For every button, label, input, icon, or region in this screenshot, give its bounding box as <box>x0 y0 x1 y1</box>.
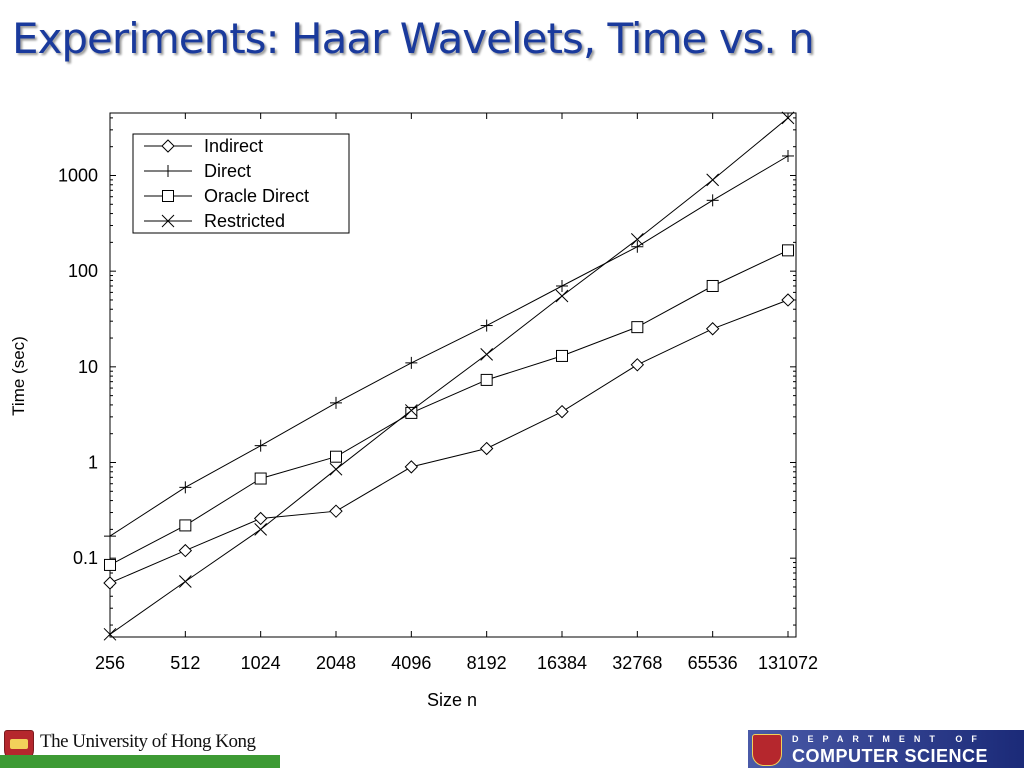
data-point-plus <box>254 439 267 452</box>
data-point-diamond <box>404 460 419 474</box>
x-tick-label: 65536 <box>688 653 738 673</box>
legend-entry-direct: Direct <box>144 161 251 181</box>
x-tick-label: 16384 <box>537 653 587 673</box>
y-tick-label: 1 <box>88 453 98 473</box>
data-point-cross <box>630 233 644 246</box>
data-point-cross <box>706 173 720 187</box>
data-point-diamond <box>103 576 117 590</box>
data-point-plus <box>782 149 794 162</box>
data-point-cross <box>254 523 268 536</box>
data-point-cross <box>781 111 795 125</box>
series-layer <box>103 111 795 641</box>
x-tick-label: 256 <box>95 653 125 673</box>
data-point-cross <box>329 462 343 476</box>
data-point-plus <box>631 240 644 253</box>
data-point-square <box>254 472 267 485</box>
y-tick-label: 0.1 <box>73 548 98 568</box>
slide-title: Experiments: Haar Wavelets, Time vs. n <box>12 14 815 63</box>
data-point-plus <box>330 396 342 409</box>
data-point-diamond <box>555 404 569 419</box>
series-line-oracle-direct <box>109 249 789 566</box>
series-restricted <box>103 111 795 641</box>
data-point-diamond <box>329 504 343 518</box>
series-line-indirect <box>109 299 789 584</box>
plot-frame <box>109 112 797 638</box>
data-point-cross <box>178 575 192 588</box>
data-point-square <box>480 373 493 386</box>
x-tick-label: 2048 <box>316 653 356 673</box>
y-axis-label: Time (sec) <box>9 336 28 416</box>
y-tick-label: 1000 <box>58 165 98 185</box>
department-name: COMPUTER SCIENCE <box>792 746 989 766</box>
data-point-plus <box>706 194 719 207</box>
data-point-plus <box>405 356 418 369</box>
data-point-plus <box>104 530 116 543</box>
data-point-plus <box>162 165 174 177</box>
data-point-plus <box>480 319 493 332</box>
data-point-square <box>330 450 342 463</box>
x-tick-label: 1024 <box>241 653 281 673</box>
data-point-plus <box>556 279 568 292</box>
x-axis-label: Size n <box>427 690 477 710</box>
data-point-square <box>104 558 116 571</box>
university-footer: The University of Hong Kong <box>0 728 280 768</box>
department-banner: DEPARTMENT OF COMPUTER SCIENCE <box>748 730 1024 768</box>
data-point-diamond <box>705 322 720 336</box>
series-indirect <box>103 293 795 590</box>
data-point-diamond <box>253 511 268 526</box>
legend-label: Indirect <box>204 136 263 156</box>
legend-label: Restricted <box>204 211 285 231</box>
data-point-square <box>782 244 794 257</box>
legend-entry-indirect: Indirect <box>144 136 263 156</box>
x-tick-label: 512 <box>170 653 200 673</box>
data-point-diamond <box>630 358 645 372</box>
data-point-cross <box>103 627 117 641</box>
time-vs-n-chart: 256 512 1024 2048 4096 8192 16384 32768 65536 131… <box>9 111 818 710</box>
data-point-cross <box>480 348 494 361</box>
data-point-square <box>631 321 644 334</box>
legend: Indirect Direct Oracle Direct Restricted <box>132 133 350 234</box>
series-oracle-direct <box>104 244 794 571</box>
data-point-cross <box>555 289 569 303</box>
data-point-square <box>405 406 418 419</box>
data-point-diamond <box>479 441 494 456</box>
data-point-square <box>179 519 192 532</box>
series-line-direct <box>109 155 789 537</box>
y-tick-label: 10 <box>78 357 98 377</box>
data-point-cross <box>404 404 418 417</box>
data-point-square <box>162 190 174 202</box>
series-line-restricted <box>109 117 789 635</box>
university-green-bar <box>0 755 280 768</box>
x-tick-label: 4096 <box>391 653 431 673</box>
legend-entry-oracle-direct: Oracle Direct <box>144 186 309 206</box>
department-label: DEPARTMENT OF <box>792 734 986 744</box>
legend-label: Oracle Direct <box>204 186 309 206</box>
data-point-diamond <box>178 543 193 558</box>
series-direct <box>104 149 794 543</box>
data-point-plus <box>179 481 192 494</box>
university-name: The University of Hong Kong <box>40 731 256 752</box>
axis-ticks: 256 512 1024 2048 4096 8192 16384 32768 65536 131… <box>58 113 818 673</box>
x-tick-label: 131072 <box>758 653 818 673</box>
data-point-square <box>556 349 568 362</box>
data-point-diamond <box>781 293 795 307</box>
data-point-square <box>706 279 719 292</box>
legend-label: Direct <box>204 161 251 181</box>
legend-entry-restricted: Restricted <box>144 211 285 231</box>
data-point-cross <box>161 214 175 228</box>
x-tick-label: 32768 <box>612 653 662 673</box>
data-point-diamond <box>161 139 175 153</box>
department-crest-icon <box>752 734 782 766</box>
x-tick-label: 8192 <box>467 653 507 673</box>
y-tick-label: 100 <box>68 261 98 281</box>
